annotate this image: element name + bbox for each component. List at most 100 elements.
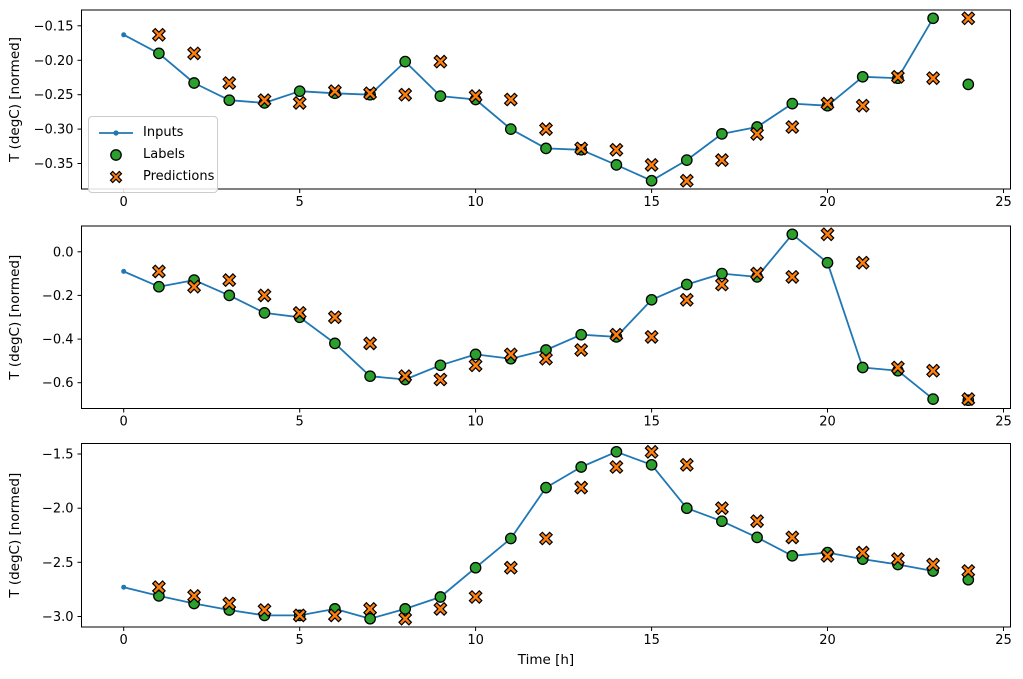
predictions-x-sample	[109, 170, 123, 183]
inputs-line	[122, 233, 934, 400]
labels-marker	[540, 481, 552, 494]
predictions-marker	[820, 96, 835, 111]
x-tick-label: 15	[643, 195, 660, 210]
labels-marker	[856, 361, 869, 374]
x-tick-label: 25	[995, 415, 1012, 430]
labels-marker	[716, 515, 728, 528]
y-tick-label: −0.25	[34, 88, 74, 103]
predictions-marker	[855, 98, 870, 113]
predictions-marker	[750, 514, 765, 529]
labels-marker	[153, 590, 165, 602]
predictions-marker	[644, 157, 659, 172]
legend-item-inputs: Inputs	[98, 123, 209, 142]
labels-marker	[364, 370, 376, 383]
labels-marker	[751, 531, 763, 544]
predictions-marker	[890, 552, 905, 567]
labels-marker	[153, 47, 165, 60]
y-axis-label: T (degC) [normed]	[7, 37, 23, 163]
predictions-marker	[257, 602, 272, 618]
labels-marker	[786, 97, 799, 110]
labels-marker	[575, 461, 588, 473]
labels-marker	[364, 612, 376, 625]
labels-marker	[716, 128, 728, 140]
predictions-marker	[644, 329, 659, 344]
inputs-line	[122, 17, 934, 182]
predictions-x-icon	[98, 169, 134, 185]
labels-marker	[680, 278, 693, 291]
labels-marker	[469, 348, 482, 361]
y-tick-label: −0.6	[42, 376, 74, 391]
labels-marker	[645, 458, 658, 471]
x-tick-label: 10	[467, 633, 484, 648]
predictions-marker	[820, 227, 835, 242]
labels-marker	[258, 307, 271, 319]
x-tick-label: 25	[995, 633, 1012, 648]
y-tick-label: −0.15	[34, 19, 74, 34]
axes-border	[81, 9, 1011, 190]
predictions-marker	[257, 93, 272, 108]
labels-marker	[575, 328, 588, 341]
predictions-marker	[574, 480, 589, 495]
predictions-marker	[151, 27, 166, 42]
y-tick-label: −3.0	[42, 610, 74, 625]
predictions-marker	[363, 601, 378, 616]
legend-item-predictions: Predictions	[98, 167, 214, 186]
predictions-marker	[363, 86, 378, 101]
subplot-3-axes: 0 5 10 15 20 25 −1.5 −2.0 −2.5 −3.0 T (degC) [norm…	[7, 443, 1012, 668]
predictions-marker	[926, 71, 941, 86]
labels-marker	[680, 154, 693, 166]
labels-marker	[962, 573, 975, 586]
predictions-marker	[679, 173, 694, 188]
labels-marker	[927, 393, 939, 405]
legend-item-label-labels: Labels	[143, 147, 185, 162]
predictions-marker	[679, 457, 694, 472]
labels-marker	[786, 228, 799, 241]
predictions-marker	[574, 342, 589, 358]
predictions-marker	[503, 560, 518, 575]
legend-item-label-inputs: Inputs	[143, 125, 184, 140]
x-tick-label: 20	[819, 195, 836, 210]
axes-border	[81, 225, 1011, 409]
labels-circle-icon	[98, 147, 134, 163]
predictions-marker	[292, 305, 307, 320]
predictions-marker	[679, 292, 694, 307]
predictions-marker	[785, 119, 800, 135]
labels-marker	[540, 344, 552, 356]
y-axis-label: T (degC) [normed]	[7, 255, 23, 381]
x-tick-label: 10	[467, 195, 484, 210]
predictions-marker	[433, 54, 448, 69]
predictions-marker	[926, 363, 941, 378]
x-tick-label: 0	[120, 415, 128, 430]
predictions-marker	[714, 501, 729, 516]
predictions-marker	[398, 87, 413, 102]
predictions-marker	[609, 327, 624, 342]
predictions-marker	[961, 392, 976, 407]
labels-marker	[645, 174, 658, 187]
labels-marker	[434, 591, 447, 603]
predictions-marker	[926, 557, 941, 572]
legend-item-label-predictions: Predictions	[143, 169, 215, 184]
labels-marker	[293, 85, 306, 98]
predictions-marker	[398, 369, 413, 384]
inputs-dot-sample	[113, 129, 119, 136]
labels-marker	[399, 55, 412, 68]
y-tick-label: −1.5	[42, 448, 74, 463]
y-tick-label: 0.0	[53, 245, 74, 260]
y-tick-label: −0.35	[34, 157, 74, 172]
predictions-marker	[961, 11, 976, 26]
predictions-marker	[292, 95, 307, 110]
predictions-marker	[222, 596, 237, 611]
predictions-marker	[257, 288, 272, 303]
labels-marker	[153, 280, 165, 293]
labels-marker	[329, 337, 341, 350]
x-tick-label: 5	[296, 195, 304, 210]
predictions-marker	[363, 336, 378, 351]
predictions-marker	[538, 351, 554, 366]
y-tick-label: −0.20	[34, 54, 74, 69]
inputs-line	[122, 450, 934, 620]
labels-circle-sample	[110, 148, 122, 161]
inputs-point-marker	[121, 268, 127, 274]
labels-marker	[434, 359, 447, 372]
labels-marker	[504, 123, 517, 135]
